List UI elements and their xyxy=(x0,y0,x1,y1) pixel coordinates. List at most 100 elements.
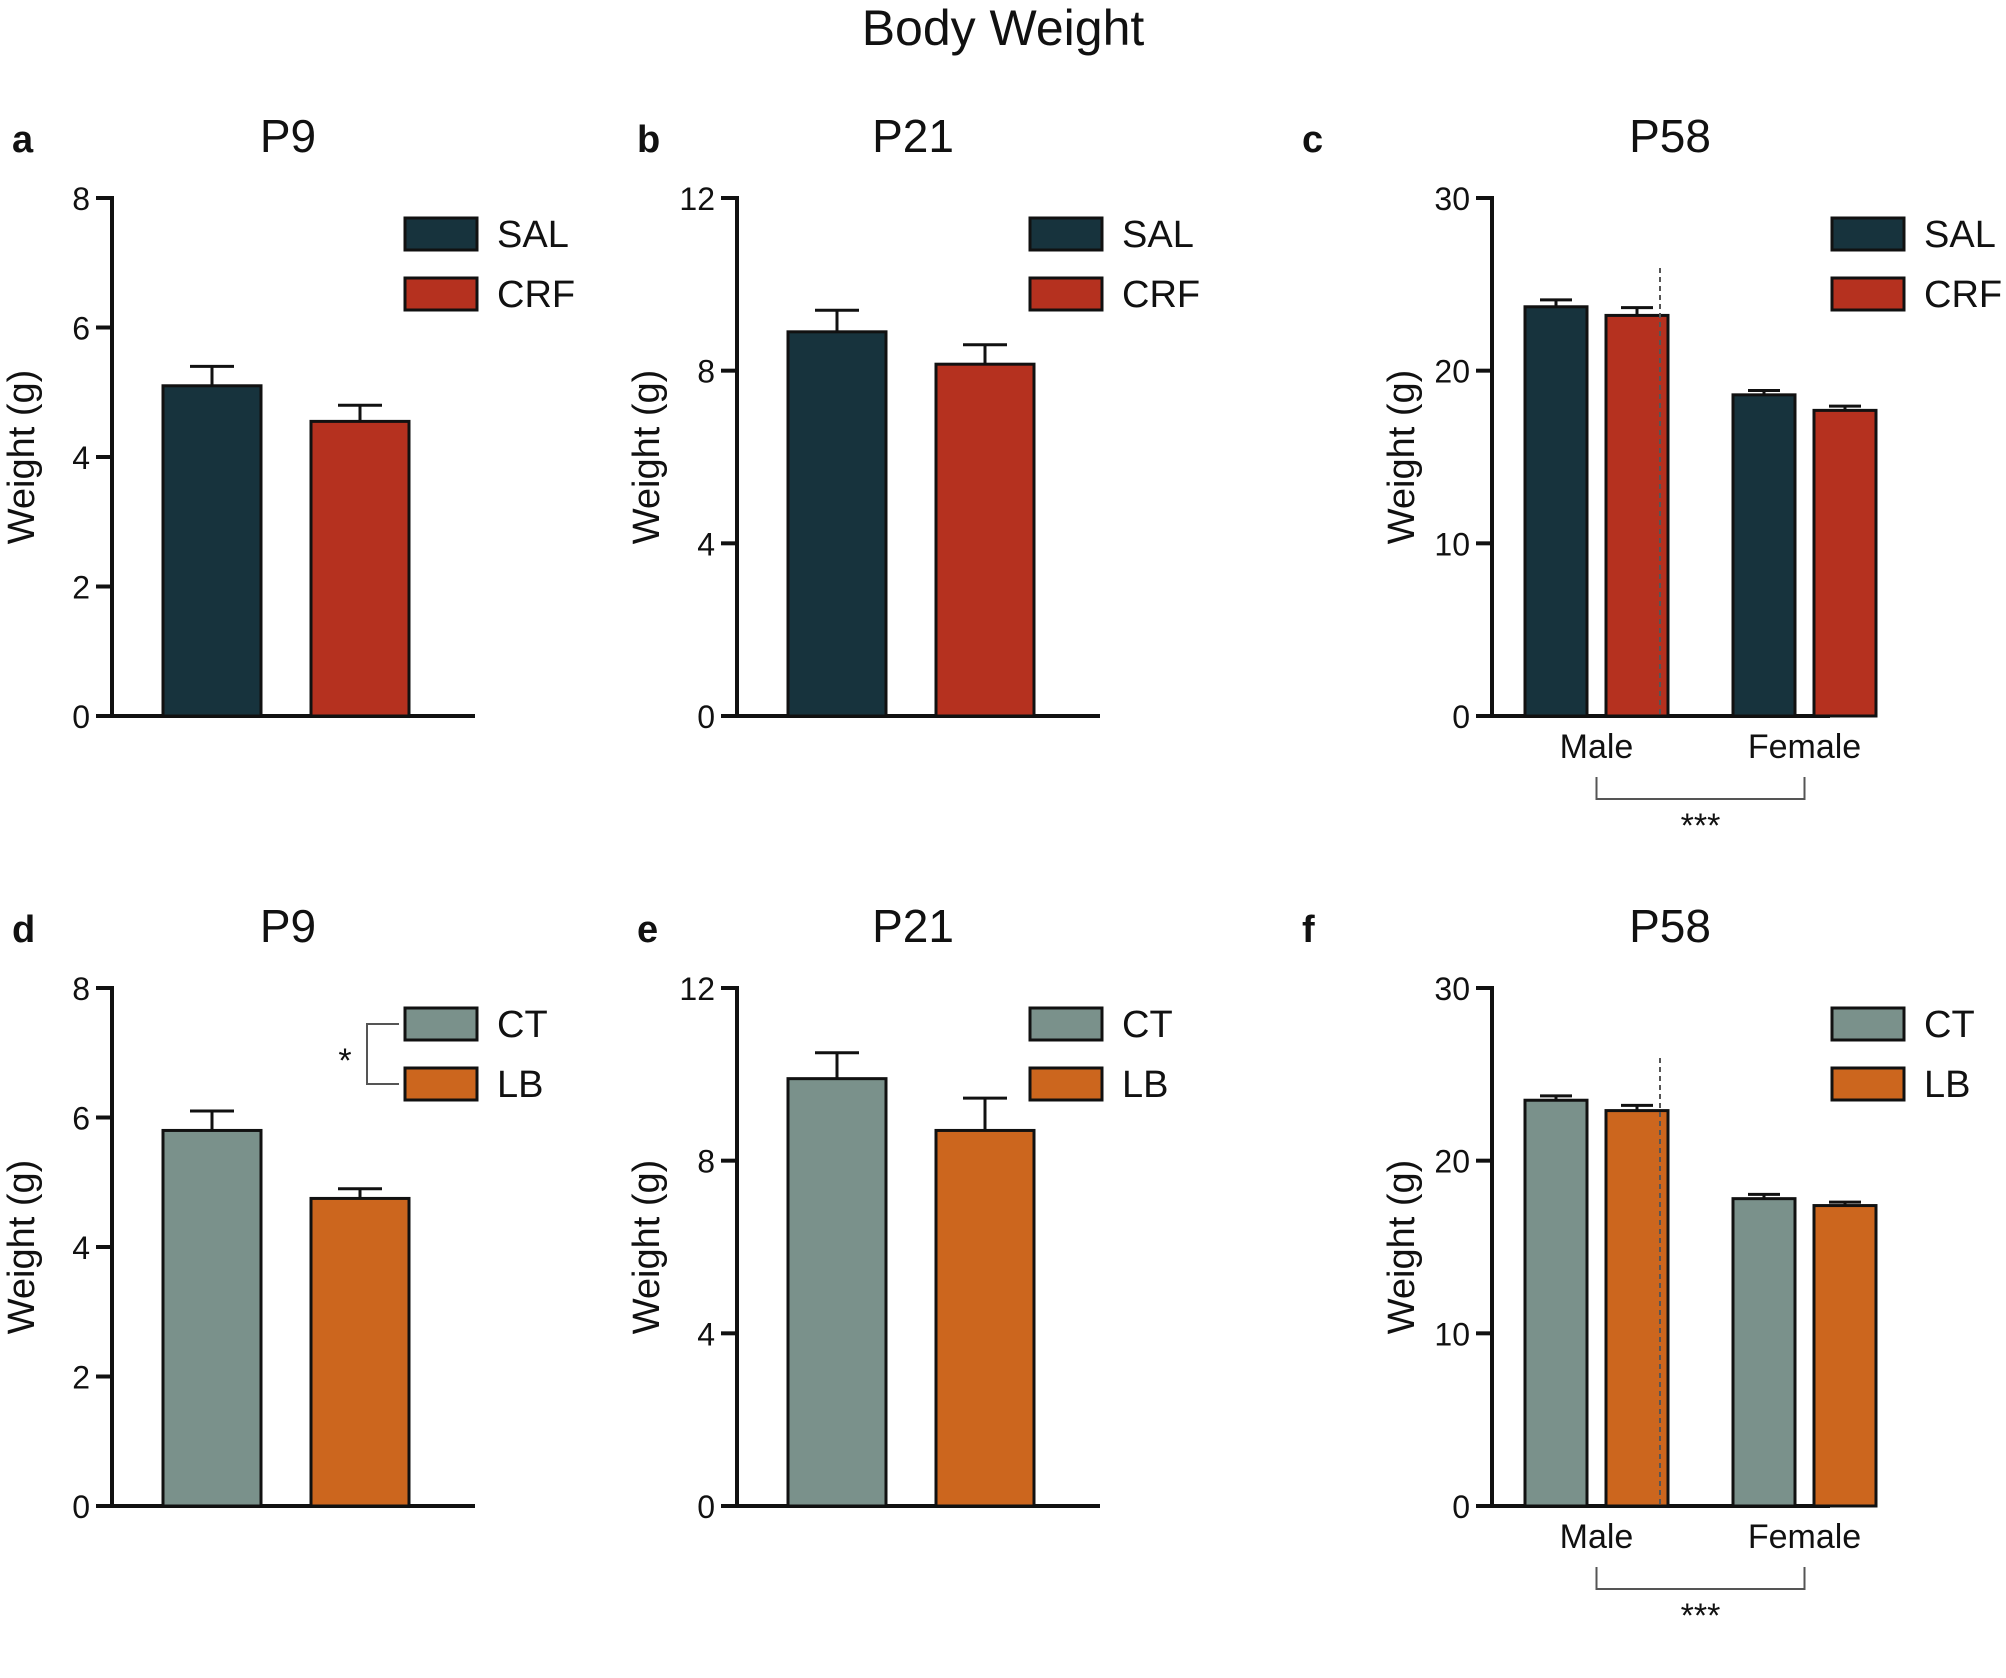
significance-marker: *** xyxy=(1681,1597,1721,1635)
bar-lb xyxy=(934,1128,1036,1508)
bar-crf xyxy=(1604,313,1670,718)
chart-title: P58 xyxy=(1629,900,1711,952)
bar-ct xyxy=(1731,1197,1797,1508)
y-tick-label: 6 xyxy=(72,311,90,347)
chart-c: c P58 Weight (g) 0 10 20 30 Male Female *** SAL CRF xyxy=(1302,110,2002,845)
y-tick-label: 8 xyxy=(697,354,715,390)
y-axis-label: Weight (g) xyxy=(1,370,43,545)
legend-label: SAL xyxy=(1122,214,1194,256)
y-axis-label: Weight (g) xyxy=(1381,1160,1423,1335)
y-tick-label: 0 xyxy=(1452,699,1470,735)
panel-label: a xyxy=(12,119,34,161)
panel-a: a P9 Weight (g) 0 2 4 6 8 SAL CRF xyxy=(0,88,660,888)
legend-significance-bracket xyxy=(366,1023,399,1085)
legend-label: CT xyxy=(497,1004,548,1046)
significance-bracket xyxy=(1595,777,1806,800)
y-tick-label: 10 xyxy=(1434,1316,1470,1352)
legend-label: CRF xyxy=(1924,274,2002,316)
panel-f: f P58 Weight (g) 0 10 20 30 Male Female *** CT LB xyxy=(1290,878,1975,1678)
y-tick-label: 12 xyxy=(679,971,715,1007)
bar-ct xyxy=(161,1128,263,1508)
bar-ct xyxy=(786,1077,888,1508)
y-tick-label: 0 xyxy=(72,699,90,735)
figure-title: Body Weight xyxy=(861,0,1145,56)
y-tick-label: 8 xyxy=(697,1144,715,1180)
y-axis-label: Weight (g) xyxy=(1,1160,43,1335)
bar-lb xyxy=(1604,1109,1670,1508)
chart-b: b P21 Weight (g) 0 4 8 12 SAL CRF xyxy=(626,110,1200,735)
y-tick-label: 10 xyxy=(1434,526,1470,562)
chart-title: P21 xyxy=(872,900,954,952)
panel-label: b xyxy=(637,119,660,161)
y-tick-label: 4 xyxy=(72,1230,90,1266)
chart-a: a P9 Weight (g) 0 2 4 6 8 SAL CRF xyxy=(1,110,575,735)
legend-label: LB xyxy=(1924,1064,1970,1106)
y-tick-label: 0 xyxy=(697,699,715,735)
legend-label: SAL xyxy=(1924,214,1996,256)
panel-d: d P9 Weight (g) 0 2 4 6 8 CT LB * xyxy=(0,878,660,1678)
x-tick-label: Female xyxy=(1748,1518,1861,1556)
bar-lb xyxy=(1812,1204,1878,1508)
chart-title: P21 xyxy=(872,110,954,162)
legend-label: LB xyxy=(1122,1064,1168,1106)
legend-label: CRF xyxy=(497,274,575,316)
chart-title: P58 xyxy=(1629,110,1711,162)
y-tick-label: 4 xyxy=(697,526,715,562)
x-tick-label: Male xyxy=(1560,1518,1634,1556)
y-tick-label: 0 xyxy=(72,1489,90,1525)
y-tick-label: 4 xyxy=(697,1316,715,1352)
panel-e: e P21 Weight (g) 0 4 8 12 CT LB xyxy=(625,878,1285,1678)
y-axis-label: Weight (g) xyxy=(626,1160,668,1335)
x-tick-label: Female xyxy=(1748,728,1861,766)
y-axis-label: Weight (g) xyxy=(1381,370,1423,545)
y-tick-label: 2 xyxy=(72,1360,90,1396)
legend-swatch-sal xyxy=(403,216,479,252)
panel-label: e xyxy=(637,909,658,951)
chart-e: e P21 Weight (g) 0 4 8 12 CT LB xyxy=(626,900,1173,1525)
bar-lb xyxy=(309,1196,411,1508)
chart-title: P9 xyxy=(260,900,316,952)
legend-swatch-ct xyxy=(1830,1006,1906,1042)
legend-swatch-crf xyxy=(1830,276,1906,312)
panel-label: f xyxy=(1302,909,1315,951)
bar-crf xyxy=(934,362,1036,718)
y-tick-label: 0 xyxy=(697,1489,715,1525)
y-tick-label: 6 xyxy=(72,1101,90,1137)
y-tick-label: 12 xyxy=(679,181,715,217)
y-tick-label: 0 xyxy=(1452,1489,1470,1525)
significance-marker: *** xyxy=(1681,807,1721,845)
bar-crf xyxy=(309,419,411,718)
panel-label: c xyxy=(1302,119,1323,161)
bar-sal xyxy=(1523,305,1589,718)
legend-swatch-lb xyxy=(1830,1066,1906,1102)
legend-label: CT xyxy=(1122,1004,1173,1046)
legend-swatch-lb xyxy=(403,1066,479,1102)
legend-swatch-crf xyxy=(403,276,479,312)
panel-c: c P58 Weight (g) 0 10 20 30 Male Female *** SAL CRF xyxy=(1290,88,2002,888)
significance-bracket xyxy=(1595,1567,1806,1590)
bar-sal xyxy=(161,384,263,718)
panel-label: d xyxy=(12,909,35,951)
legend-significance-marker: * xyxy=(338,1042,351,1080)
y-tick-label: 8 xyxy=(72,971,90,1007)
bar-sal xyxy=(786,330,888,718)
legend-swatch-crf xyxy=(1028,276,1104,312)
panel-b: b P21 Weight (g) 0 4 8 12 SAL CRF xyxy=(625,88,1285,888)
legend-label: CT xyxy=(1924,1004,1975,1046)
y-tick-label: 8 xyxy=(72,181,90,217)
y-tick-label: 20 xyxy=(1434,1144,1470,1180)
y-tick-label: 2 xyxy=(72,570,90,606)
bar-ct xyxy=(1523,1098,1589,1508)
bar-crf xyxy=(1812,408,1878,718)
chart-title: P9 xyxy=(260,110,316,162)
bar-sal xyxy=(1731,393,1797,718)
x-tick-label: Male xyxy=(1560,728,1634,766)
legend-swatch-ct xyxy=(403,1006,479,1042)
legend-label: SAL xyxy=(497,214,569,256)
chart-d: d P9 Weight (g) 0 2 4 6 8 CT LB * xyxy=(1,900,548,1525)
chart-f: f P58 Weight (g) 0 10 20 30 Male Female *** CT LB xyxy=(1302,900,1975,1635)
y-tick-label: 20 xyxy=(1434,354,1470,390)
legend-swatch-ct xyxy=(1028,1006,1104,1042)
figure: Body Weight a P9 Weight (g) 0 2 4 6 8 SAL CRF b P2… xyxy=(0,0,2002,1635)
legend-label: CRF xyxy=(1122,274,1200,316)
